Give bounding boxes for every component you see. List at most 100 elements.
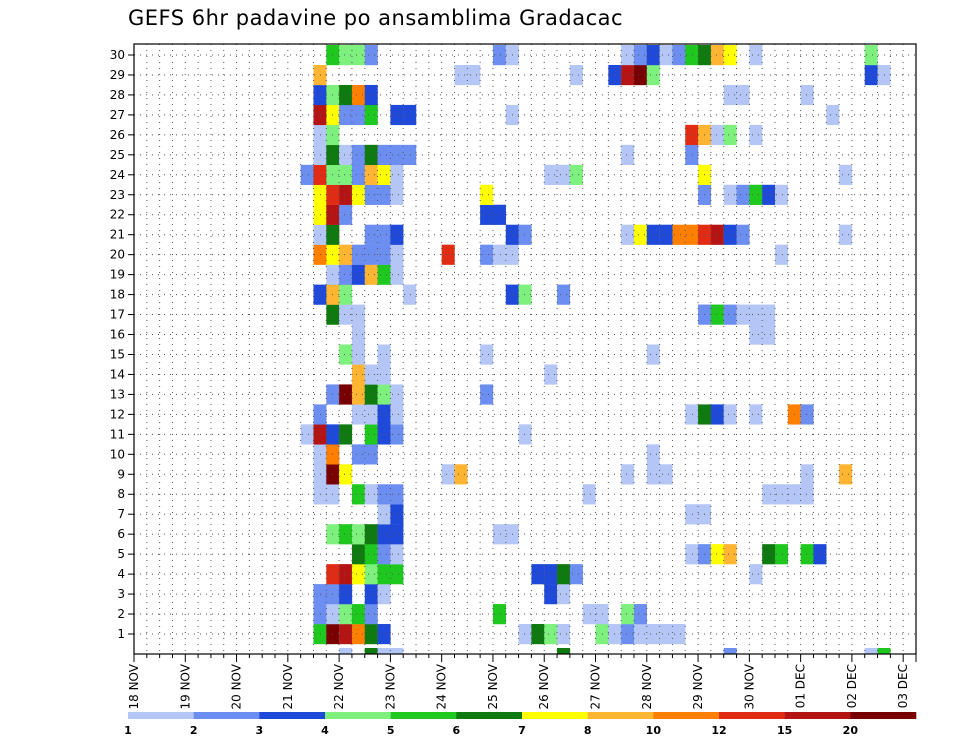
heatmap-cell	[659, 464, 673, 485]
heatmap-cell	[685, 224, 699, 245]
heatmap-cell	[710, 404, 724, 425]
heatmap-cell	[339, 104, 353, 126]
y-tick-label: 21	[110, 228, 125, 242]
heatmap-cell	[390, 384, 404, 405]
heatmap-cell	[364, 264, 378, 285]
colorbar-label: 12	[711, 724, 726, 737]
heatmap-cell	[403, 104, 417, 126]
heatmap-cell	[390, 544, 404, 565]
heatmap-cell	[403, 284, 417, 305]
y-tick-label: 3	[117, 587, 125, 601]
heatmap-cell	[313, 104, 327, 126]
heatmap-cell	[633, 604, 647, 625]
heatmap-cell	[390, 484, 404, 505]
heatmap-cell	[377, 244, 391, 265]
colorbar-label: 10	[646, 724, 662, 737]
x-axis: 18 NOV 19 NOV 20 NOV 21 NOV 22 NOV 23 NOV 24 N…	[127, 654, 917, 710]
heatmap-cell	[492, 524, 506, 545]
heatmap-cell	[646, 444, 660, 465]
heatmap-cell	[364, 384, 378, 405]
heatmap-cell	[557, 564, 571, 585]
heatmap-cell	[390, 424, 404, 445]
y-tick-label: 14	[110, 367, 125, 381]
colorbar-swatch	[719, 712, 785, 719]
heatmap-cell	[800, 544, 814, 565]
x-tick-label: 21 NOV	[281, 663, 295, 709]
heatmap-cell	[518, 424, 532, 445]
heatmap-cell	[672, 45, 686, 66]
colorbar-label: 7	[518, 724, 526, 737]
heatmap-cell	[685, 124, 699, 146]
heatmap-cell	[351, 45, 365, 66]
y-tick-label: 17	[110, 308, 125, 322]
heatmap-cell	[351, 184, 365, 205]
heatmap-cell	[351, 484, 365, 505]
heatmap-cell	[723, 404, 737, 425]
heatmap-cell	[390, 104, 404, 126]
y-tick-label: 9	[117, 467, 125, 481]
x-tick-label: 26 NOV	[537, 663, 551, 709]
heatmap-cell	[351, 384, 365, 405]
heatmap-cell	[364, 45, 378, 66]
heatmap-cell	[364, 364, 378, 385]
heatmap-cell	[339, 424, 353, 445]
heatmap-cell	[364, 84, 378, 106]
heatmap-cell	[313, 464, 327, 485]
heatmap-cells	[300, 45, 891, 655]
colorbar-swatch	[193, 712, 260, 719]
y-tick-label: 5	[117, 547, 125, 561]
heatmap-cell	[377, 424, 391, 445]
heatmap-cell	[377, 648, 391, 655]
heatmap-cell	[377, 364, 391, 385]
heatmap-cell	[364, 584, 378, 605]
heatmap-cell	[557, 648, 571, 655]
heatmap-cell	[839, 464, 853, 485]
grid-lines	[133, 44, 917, 654]
heatmap-cell	[749, 404, 763, 425]
heatmap-cell	[313, 84, 327, 106]
heatmap-cell	[377, 264, 391, 285]
heatmap-cell	[646, 224, 660, 245]
heatmap-cell	[351, 264, 365, 285]
y-tick-label: 6	[117, 527, 125, 541]
heatmap-cell	[377, 504, 391, 525]
heatmap-cell	[390, 184, 404, 205]
x-tick-label: 03 DEC	[896, 664, 910, 708]
heatmap-cell	[300, 424, 314, 445]
heatmap-cell	[339, 624, 353, 645]
y-tick-label: 18	[110, 288, 125, 302]
heatmap-cell	[646, 344, 660, 365]
colorbar-label: 1	[124, 724, 132, 737]
heatmap-cell	[351, 244, 365, 265]
heatmap-cell	[351, 84, 365, 106]
heatmap-cell	[480, 344, 494, 365]
heatmap-cell	[364, 164, 378, 185]
heatmap-cell	[441, 244, 455, 265]
heatmap-cell	[377, 144, 391, 166]
heatmap-cell	[633, 224, 647, 245]
heatmap-cell	[646, 464, 660, 485]
heatmap-cell	[646, 624, 660, 645]
y-tick-label: 22	[110, 208, 125, 222]
heatmap-cell	[685, 45, 699, 66]
y-tick-label: 12	[110, 407, 125, 421]
x-tick-label: 22 NOV	[332, 663, 346, 709]
heatmap-cell	[364, 604, 378, 625]
x-tick-label: 01 DEC	[794, 664, 808, 708]
heatmap-cell	[339, 45, 353, 66]
heatmap-cell	[351, 524, 365, 545]
heatmap-cell	[723, 648, 737, 655]
heatmap-cell	[313, 604, 327, 625]
heatmap-cell	[390, 524, 404, 545]
heatmap-cell	[364, 524, 378, 545]
heatmap-cell	[621, 624, 635, 645]
y-tick-label: 7	[117, 507, 125, 521]
x-tick-label: 24 NOV	[435, 663, 449, 709]
colorbar: 1 2 3 4 5 6 7 8 10 12 15 20	[124, 712, 917, 737]
heatmap-cell	[762, 304, 776, 325]
colorbar-label: 5	[387, 724, 395, 737]
heatmap-cell	[377, 484, 391, 505]
y-tick-label: 25	[110, 148, 125, 162]
heatmap-cell	[672, 224, 686, 245]
heatmap-cell	[518, 284, 532, 305]
